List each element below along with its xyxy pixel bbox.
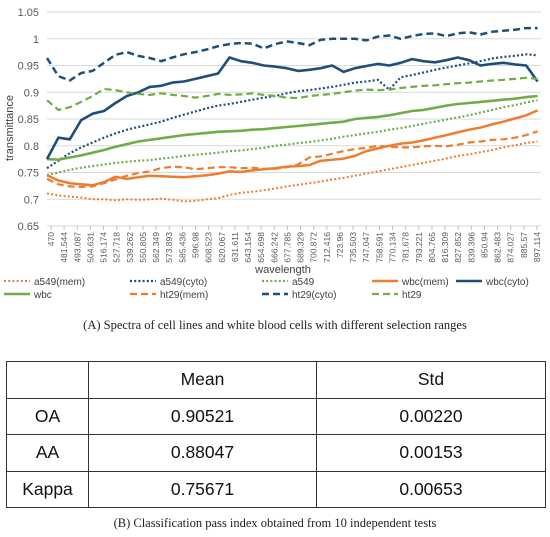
series-line-ht29 [46, 76, 538, 112]
legend-label: wbc(cyto) [485, 277, 529, 288]
y-tick-labels: 0.65 0.7 0.75 0.8 0.85 0.9 0.95 1 1.05 [18, 7, 39, 233]
x-tick-label: 481.544 [59, 232, 69, 263]
x-tick-label: 573.893 [164, 232, 174, 263]
x-tick-label: 839.396 [466, 232, 476, 263]
table-header-std: Std [316, 361, 546, 399]
row-label: OA [6, 397, 89, 435]
series-lines [45, 26, 539, 203]
series-line-a549-mem [46, 140, 538, 203]
legend-label: a549(mem) [34, 277, 85, 288]
std-cell: 0.00153 [316, 434, 546, 472]
figure-a-caption: (A) Spectra of cell lines and white bloo… [83, 318, 467, 332]
x-tick-label: 781.678 [401, 232, 411, 263]
figure-b-caption: (B) Classification pass index obtained f… [113, 516, 437, 530]
legend-label: ht29 [402, 290, 422, 301]
table-header-row: Mean Std [6, 361, 546, 399]
x-tick-label: 527.718 [112, 232, 122, 263]
x-tick-label: 470 [46, 232, 56, 246]
spectra-line-chart: 0.65 0.7 0.75 0.8 0.85 0.9 0.95 1 1.05 470 481.54… [4, 7, 542, 301]
table-header-empty [6, 361, 89, 399]
y-tick-label: 0.75 [18, 168, 39, 180]
x-tick-label: 666.242 [269, 232, 279, 263]
series-line-wbc [46, 94, 538, 161]
x-tick-label: 631.611 [230, 232, 240, 262]
x-tick-label: 596.98 [190, 232, 200, 258]
x-tick-label: 735.503 [348, 232, 358, 263]
x-tick-label: 712.416 [322, 232, 332, 263]
series-line-a549-cyto [46, 53, 538, 170]
x-tick-label: 493.087 [72, 232, 82, 263]
std-cell: 0.00220 [316, 397, 546, 435]
x-tick-label: 816.309 [440, 232, 450, 263]
x-tick-label: 539.262 [125, 232, 135, 263]
gridlines [47, 11, 541, 227]
legend-label: a549 [292, 277, 315, 288]
x-tick-label: 862.483 [493, 232, 503, 263]
x-tick-label: 620.067 [217, 232, 227, 263]
y-tick-label: 0.65 [18, 221, 39, 233]
y-tick-label: 0.8 [24, 141, 39, 153]
y-tick-label: 1.05 [18, 7, 39, 19]
x-tick-labels: 470 481.544 493.087 504.631 516.174 527.718 53… [46, 226, 542, 263]
x-tick-label: 770.134 [388, 232, 398, 263]
x-axis-label: wavelength [254, 264, 311, 276]
x-tick-label: 885.57 [519, 232, 529, 258]
y-tick-label: 1 [33, 34, 39, 46]
x-tick-label: 827.852 [453, 232, 463, 263]
legend: a549(mem) a549(cyto) a549 wbc(mem) wbc(cyto)… [4, 277, 529, 301]
legend-label: ht29(cyto) [292, 290, 336, 301]
x-tick-label: 804.765 [427, 232, 437, 263]
mean-cell: 0.88047 [88, 434, 317, 472]
series-line-ht29-cyto [45, 26, 538, 82]
series-line-wbc-mem [46, 109, 539, 187]
legend-label: wbc [33, 290, 52, 301]
row-label: AA [6, 434, 89, 472]
x-tick-label: 793.221 [414, 232, 424, 263]
x-tick-label: 516.174 [99, 232, 109, 263]
table-row: AA 0.88047 0.00153 [6, 434, 546, 472]
y-tick-label: 0.95 [18, 61, 39, 73]
x-tick-label: 585.436 [177, 232, 187, 263]
x-tick-label: 562.349 [151, 232, 161, 263]
mean-cell: 0.90521 [88, 397, 317, 435]
x-tick-label: 897.114 [532, 232, 542, 262]
series-line-a549 [46, 99, 538, 177]
x-tick-label: 504.631 [85, 232, 95, 263]
row-label: Kappa [6, 470, 89, 508]
x-tick-label: 850.94 [479, 232, 489, 258]
y-tick-label: 0.9 [24, 87, 39, 99]
x-tick-label: 550.805 [138, 232, 148, 263]
legend-label: wbc(mem) [401, 277, 449, 288]
legend-label: ht29(mem) [160, 290, 208, 301]
std-cell: 0.00653 [316, 470, 546, 508]
x-tick-label: 689.329 [296, 232, 306, 263]
table-row: OA 0.90521 0.00220 [6, 397, 546, 435]
x-tick-label: 874.027 [506, 232, 516, 263]
series-line-wbc-cyto [45, 56, 539, 160]
y-axis-label: transmittance [4, 95, 16, 161]
y-tick-label: 0.7 [24, 194, 39, 206]
x-tick-label: 747.047 [361, 232, 371, 263]
table-row: Kappa 0.75671 0.00653 [6, 470, 546, 508]
x-tick-label: 654.698 [256, 232, 266, 263]
x-tick-label: 758.591 [374, 232, 384, 263]
results-table: Mean Std OA 0.90521 0.00220 AA 0.88047 0… [6, 361, 546, 508]
mean-cell: 0.75671 [88, 470, 317, 508]
table-header-mean: Mean [88, 361, 317, 399]
x-tick-label: 700.872 [309, 232, 319, 263]
x-tick-label: 677.785 [282, 232, 292, 263]
x-tick-label: 643.154 [243, 232, 253, 263]
y-tick-label: 0.85 [18, 114, 39, 126]
legend-label: a549(cyto) [160, 277, 207, 288]
x-tick-label: 723.96 [335, 232, 345, 258]
x-tick-label: 608.523 [204, 232, 214, 263]
